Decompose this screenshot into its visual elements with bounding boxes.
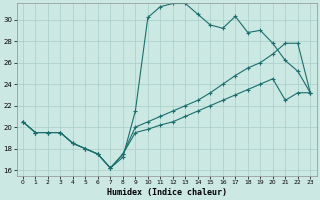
X-axis label: Humidex (Indice chaleur): Humidex (Indice chaleur) bbox=[107, 188, 227, 197]
